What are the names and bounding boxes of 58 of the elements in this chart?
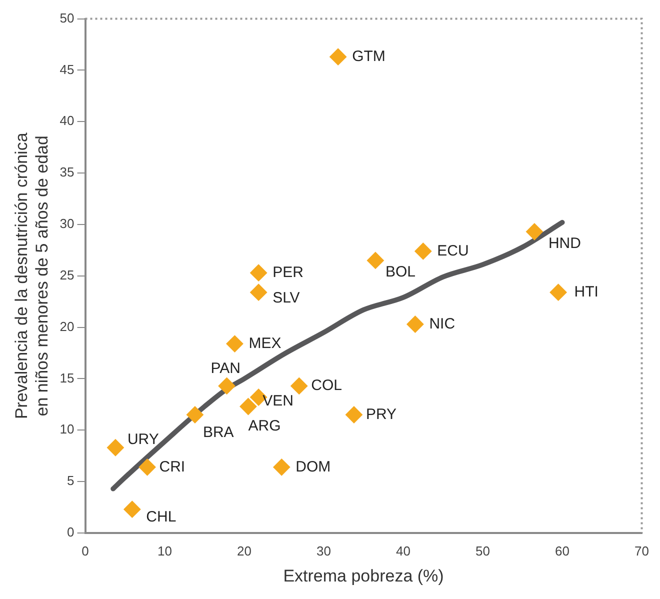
point xyxy=(273,458,290,476)
annotation: CRI xyxy=(159,458,186,476)
annotation: GTM xyxy=(352,48,386,65)
point xyxy=(345,406,362,424)
annotation: SLV xyxy=(272,289,300,306)
point xyxy=(290,377,308,394)
y-tick-label: 30 xyxy=(60,216,74,232)
y-tick-label: 20 xyxy=(60,318,74,334)
annotation: ECU xyxy=(437,242,469,260)
point xyxy=(124,500,141,518)
annotation: COL xyxy=(311,377,342,394)
y-tick-label: 5 xyxy=(67,473,74,488)
y-tick-label: 25 xyxy=(60,267,74,282)
y-tick-label: 0 xyxy=(67,524,74,540)
annotation: URY xyxy=(127,430,159,448)
y-tick-label: 45 xyxy=(60,62,74,77)
point xyxy=(186,406,204,424)
annotation: HND xyxy=(548,234,582,252)
annotation: DOM xyxy=(296,458,331,476)
point xyxy=(330,48,347,66)
y-axis-title: Prevalencia de la desnutrición crónica en niños menores de 5 años de edad xyxy=(12,132,52,420)
annotation: BRA xyxy=(202,424,234,441)
point xyxy=(138,458,156,476)
point xyxy=(250,284,268,301)
point xyxy=(250,264,268,282)
annotation: BOL xyxy=(385,264,416,281)
x-tick-label: 30 xyxy=(316,543,331,558)
point xyxy=(414,242,432,260)
point xyxy=(106,439,124,456)
annotation: MEX xyxy=(248,334,282,352)
annotation: PRY xyxy=(366,406,397,423)
annotation: VEN xyxy=(262,392,294,410)
annotation: ARG xyxy=(248,418,281,435)
point xyxy=(240,398,257,416)
y-tick-label: 15 xyxy=(60,370,74,386)
y-tick-label: 40 xyxy=(60,113,74,128)
point xyxy=(366,252,384,269)
x-tick-label: 20 xyxy=(237,543,252,558)
x-tick-label: 40 xyxy=(396,543,410,558)
annotation: PAN xyxy=(210,360,241,378)
x-tick-label: 10 xyxy=(158,543,172,558)
annotation: PER xyxy=(272,264,304,281)
point xyxy=(226,335,244,352)
annotation: NIC xyxy=(429,315,456,332)
y-tick-label: 10 xyxy=(60,422,74,437)
x-axis-title: Extrema pobreza (%) xyxy=(283,566,444,586)
annotation: HTI xyxy=(574,283,598,300)
x-tick-label: 70 xyxy=(634,543,650,558)
point xyxy=(526,223,543,240)
point xyxy=(550,284,567,301)
y-tick-label: 35 xyxy=(60,164,74,180)
x-tick-label: 50 xyxy=(476,543,490,558)
y-tick-label: 50 xyxy=(60,10,74,26)
annotation: CHL xyxy=(146,508,176,526)
point xyxy=(218,377,236,394)
x-tick-label: 60 xyxy=(555,543,570,558)
x-tick-label: 0 xyxy=(82,543,89,558)
point xyxy=(406,316,424,333)
